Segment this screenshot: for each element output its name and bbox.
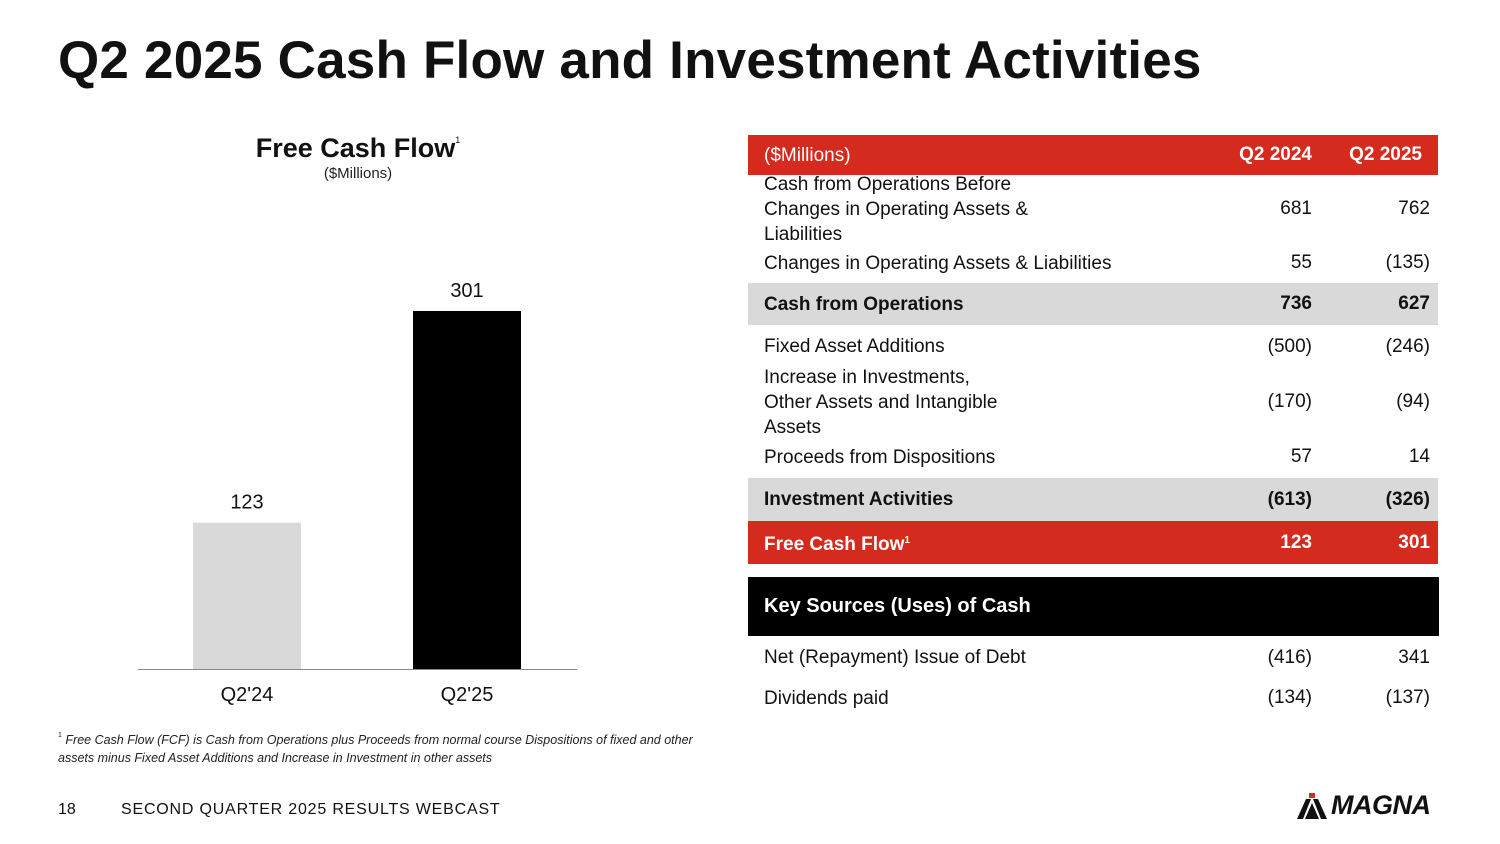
row-label: Net (Repayment) Issue of Debt: [764, 647, 1026, 668]
row-q2-2025: (137): [1385, 687, 1430, 708]
magna-logo-text: MAGNA: [1331, 790, 1431, 820]
bar-Q2'24: [193, 522, 301, 669]
magna-logo-icon: [1297, 792, 1327, 819]
row-label: Cash from Operations: [764, 293, 964, 315]
table-row: Fixed Asset Additions (500) (246): [748, 325, 1438, 368]
chart-title-text: Free Cash Flow: [255, 133, 456, 163]
row-q2-2024: (613): [1267, 488, 1312, 510]
data-label-Q2'25: 301: [450, 280, 483, 302]
table-row-subtotal: Cash from Operations 736 627: [748, 283, 1438, 325]
row-q2-2025: (135): [1385, 252, 1430, 273]
table-header-row: ($Millions) Q2 2024 Q2 2025: [748, 135, 1438, 175]
row-label: Investment Activities: [764, 489, 954, 510]
page-title: Q2 2025 Cash Flow and Investment Activit…: [58, 31, 1202, 90]
row-q2-2025: 762: [1398, 198, 1430, 219]
x-tick-label: Q2'25: [441, 684, 494, 706]
row-q2-2025: 14: [1408, 446, 1430, 467]
chart-title: Free Cash Flow1: [200, 133, 516, 164]
table-row: Increase in Investments, Other Assets an…: [748, 367, 1438, 438]
row-q2-2024: 123: [1280, 531, 1312, 553]
table-row-total: Free Cash Flow1 123 301: [748, 521, 1438, 564]
row-label: Proceeds from Dispositions: [764, 446, 996, 468]
table-row: Net (Repayment) Issue of Debt (416) 341: [748, 637, 1438, 678]
row-q2-2025: 341: [1398, 646, 1430, 668]
bar-Q2'25: [413, 311, 521, 669]
row-q2-2025: (326): [1385, 488, 1430, 510]
row-q2-2024: 681: [1280, 198, 1312, 219]
row-label: Dividends paid: [764, 687, 889, 709]
sources-header: Key Sources (Uses) of Cash: [748, 577, 1439, 636]
row-label: Fixed Asset Additions: [764, 336, 945, 357]
row-q2-2024: (170): [1267, 391, 1312, 412]
row-q2-2025: (246): [1385, 335, 1430, 357]
row-q2-2025: (94): [1396, 391, 1430, 412]
row-q2-2025: 301: [1398, 531, 1430, 553]
sources-table: Net (Repayment) Issue of Debt (416) 341 …: [748, 637, 1438, 718]
chart-subtitle: ($Millions): [323, 165, 393, 182]
row-q2-2024: 736: [1280, 293, 1312, 314]
row-q2-2024: 55: [1290, 252, 1312, 273]
footnote: 1 Free Cash Flow (FCF) is Cash from Oper…: [58, 727, 718, 767]
x-tick-label: Q2'24: [221, 684, 274, 706]
table-row: Cash from Operations Before Changes in O…: [748, 174, 1438, 245]
free-cash-flow-footnote-mark: 1: [904, 535, 910, 546]
row-q2-2024: (134): [1267, 687, 1312, 708]
table-row: Proceeds from Dispositions 57 14: [748, 436, 1438, 478]
row-label: Free Cash Flow1: [748, 528, 1197, 557]
page-number: 18: [58, 801, 76, 818]
header-units: ($Millions): [764, 144, 851, 166]
cash-flow-table: ($Millions) Q2 2024 Q2 2025 Cash from Op…: [748, 135, 1438, 564]
data-label-Q2'24: 123: [230, 492, 263, 514]
free-cash-flow-chart: 123 Q2'24 301 Q2'25: [138, 280, 577, 706]
row-q2-2024: (416): [1267, 646, 1312, 668]
row-label: Cash from Operations Before Changes in O…: [764, 173, 1029, 245]
row-label: Increase in Investments, Other Assets an…: [764, 366, 998, 438]
row-label: Changes in Operating Assets & Liabilitie…: [764, 252, 1112, 274]
table-row: Changes in Operating Assets & Liabilitie…: [748, 243, 1438, 283]
table-row-subtotal: Investment Activities (613) (326): [748, 478, 1438, 521]
footnote-text: Free Cash Flow (FCF) is Cash from Operat…: [58, 733, 693, 765]
magna-logo: MAGNA: [1297, 790, 1431, 821]
free-cash-flow-label: Free Cash Flow: [764, 534, 905, 555]
footer-text: SECOND QUARTER 2025 RESULTS WEBCAST: [121, 801, 501, 818]
row-q2-2025: 627: [1398, 293, 1430, 314]
table-row: Dividends paid (134) (137): [748, 678, 1438, 718]
header-q2-2024: Q2 2024: [1239, 144, 1312, 165]
chart-title-footnote-mark: 1: [455, 135, 461, 145]
header-q2-2025: Q2 2025: [1349, 144, 1422, 165]
row-q2-2024: 57: [1290, 446, 1312, 467]
footnote-mark: 1: [58, 732, 62, 739]
row-q2-2024: (500): [1267, 335, 1312, 357]
